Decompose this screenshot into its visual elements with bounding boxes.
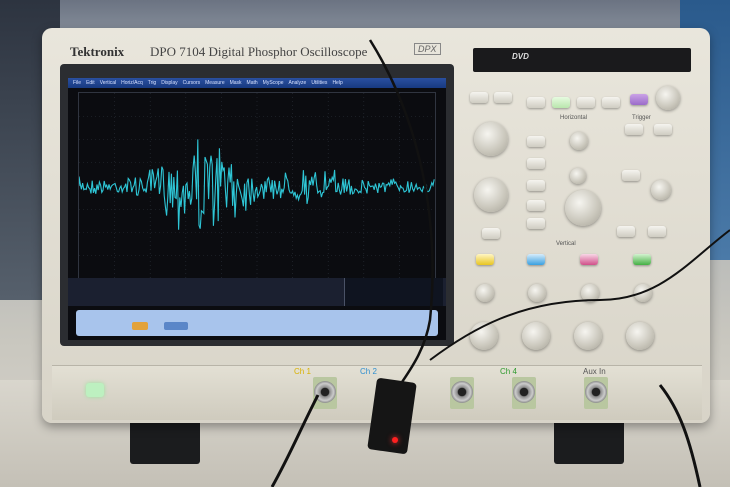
clear-button[interactable] bbox=[602, 97, 620, 108]
aux-bnc-connector[interactable] bbox=[585, 381, 607, 403]
scope-foot-left bbox=[130, 418, 200, 464]
ch1-button[interactable] bbox=[476, 254, 494, 265]
ch4-scale-knob[interactable] bbox=[626, 322, 654, 350]
default-setup-button[interactable] bbox=[494, 92, 512, 103]
print-button[interactable] bbox=[527, 97, 545, 108]
ch3-bnc-connector[interactable] bbox=[451, 381, 473, 403]
aux-input-label: Aux In bbox=[583, 367, 606, 376]
dialog-button-blue[interactable] bbox=[164, 322, 188, 330]
delay-knob[interactable] bbox=[570, 168, 586, 184]
ch1-input-label: Ch 1 bbox=[294, 367, 311, 376]
oscilloscope-screen: File Edit Vertical Horiz/Acq Trig Display Curs… bbox=[68, 78, 446, 340]
model-label: DPO 7104 Digital Phosphor Oscilloscope bbox=[150, 44, 368, 59]
ch2-button[interactable] bbox=[527, 254, 545, 265]
ch3-position-knob[interactable] bbox=[581, 284, 599, 302]
power-button[interactable] bbox=[86, 383, 104, 397]
mark-button[interactable] bbox=[527, 200, 545, 211]
control-dialog bbox=[76, 310, 438, 336]
trigger-edge-button[interactable] bbox=[625, 124, 643, 135]
horizontal-section-label: Horizontal bbox=[560, 115, 588, 121]
trigger-section-label: Trigger bbox=[632, 115, 651, 121]
trigger-source-button[interactable] bbox=[622, 170, 640, 181]
ch3-button[interactable] bbox=[580, 254, 598, 265]
signal-trace bbox=[79, 139, 435, 230]
ch1-bnc-connector[interactable] bbox=[314, 381, 336, 403]
ch4-bnc-connector[interactable] bbox=[513, 381, 535, 403]
dvd-label: DVD bbox=[512, 52, 529, 61]
ch4-input-label: Ch 4 bbox=[500, 367, 517, 376]
vertical-section-label: Vertical bbox=[556, 241, 576, 247]
horizontal-position-knob[interactable] bbox=[570, 132, 588, 150]
fine-button[interactable] bbox=[482, 228, 500, 239]
ch2-position-knob[interactable] bbox=[528, 284, 546, 302]
ch4-button[interactable] bbox=[633, 254, 651, 265]
trigger-level-knob[interactable] bbox=[651, 180, 671, 200]
multipurpose-knob-b[interactable] bbox=[474, 178, 508, 212]
set-clear-button[interactable] bbox=[527, 218, 545, 229]
autoset-button[interactable] bbox=[470, 92, 488, 103]
multipurpose-knob-a[interactable] bbox=[474, 122, 508, 156]
dvd-drive[interactable] bbox=[473, 48, 691, 72]
cursors-button[interactable] bbox=[527, 158, 545, 169]
force-trigger-button[interactable] bbox=[617, 226, 635, 237]
search-button[interactable] bbox=[527, 180, 545, 191]
zoom-button[interactable] bbox=[527, 136, 545, 147]
ch1-position-knob[interactable] bbox=[476, 284, 494, 302]
ch3-scale-knob[interactable] bbox=[574, 322, 602, 350]
scope-foot-right bbox=[554, 418, 624, 464]
single-button[interactable] bbox=[577, 97, 595, 108]
screen-menubar: File Edit Vertical Horiz/Acq Trig Display Curs… bbox=[68, 78, 446, 88]
dialog-button-orange[interactable] bbox=[132, 322, 148, 330]
brand-logo: Tektronix bbox=[70, 44, 125, 59]
ch2-input-label: Ch 2 bbox=[360, 367, 377, 376]
ch2-scale-knob[interactable] bbox=[522, 322, 550, 350]
waveform-display bbox=[79, 93, 435, 279]
fastacq-button[interactable] bbox=[630, 94, 648, 105]
trigger-advanced-button[interactable] bbox=[654, 124, 672, 135]
acquisition-info bbox=[344, 278, 443, 306]
dpx-badge: DPX bbox=[414, 43, 441, 55]
probe-led bbox=[392, 437, 398, 443]
run-stop-button[interactable] bbox=[552, 97, 570, 108]
single-sequence-button[interactable] bbox=[648, 226, 666, 237]
intensity-knob[interactable] bbox=[656, 86, 680, 110]
horizontal-scale-knob[interactable] bbox=[565, 190, 601, 226]
